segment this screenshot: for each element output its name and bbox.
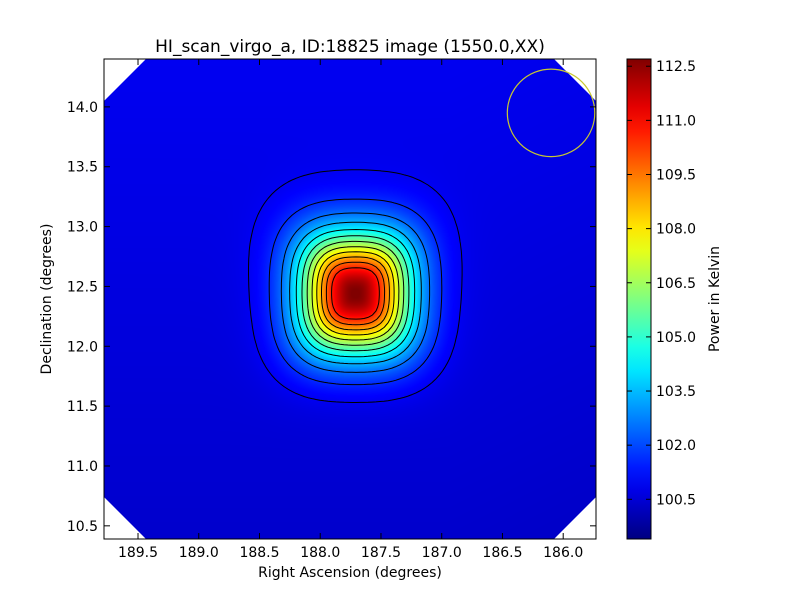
plot-frame [103,58,597,540]
x-tick-label: 187.0 [422,545,462,561]
contour-lines [248,169,463,403]
contour-level-0 [248,169,463,403]
y-tick-label: 10.5 [67,519,98,535]
y-tick-label: 14.0 [67,100,98,116]
x-tick-label: 188.5 [239,545,279,561]
y-tick-label: 12.5 [67,279,98,295]
colorbar-gradient [627,59,651,539]
heatmap-image [104,59,596,539]
contour-level-3 [289,221,422,365]
colorbar-frame [626,58,652,540]
y-tick-label: 12.0 [67,339,98,355]
chart-title: HI_scan_virgo_a, ID:18825 image (1550.0,… [155,37,545,57]
contour-level-11 [331,267,380,320]
colorbar-tick-label: 111.0 [656,113,696,129]
x-axis: 189.5 189.0 188.5 188.0 187.5 187.0 186.5 186.0 [118,59,583,561]
colorbar-tick-label: 105.0 [656,330,696,346]
y-tick-label: 11.0 [67,459,98,475]
contour-level-5 [301,235,410,352]
colorbar-tick-label: 103.5 [656,384,696,400]
contour-level-1 [268,198,443,386]
colorbar-tick-label: 100.5 [656,492,696,508]
contour-level-7 [311,246,400,341]
x-tick-label: 189.5 [118,545,158,561]
x-tick-label: 187.5 [361,545,401,561]
y-tick-label: 11.5 [67,399,98,415]
y-axis-label: Declination (degrees) [39,224,55,375]
colorbar-ticks: 100.5 102.0 103.5 105.0 106.5 108.0 109.5 111.0… [627,59,696,508]
colorbar-label: Power in Kelvin [707,246,723,352]
contour-level-8 [316,251,395,336]
x-axis-label: Right Ascension (degrees) [258,565,442,581]
colorbar-tick-label: 106.5 [656,276,696,292]
contour-level-6 [306,240,405,346]
colorbar: 100.5 102.0 103.5 105.0 106.5 108.0 109.5 111.0… [626,58,696,540]
y-tick-label: 13.5 [67,160,98,176]
y-axis: 10.5 11.0 11.5 12.0 12.5 13.0 13.5 14.0 [67,100,596,535]
colorbar-tick-label: 102.0 [656,438,696,454]
plot-area: 189.5 189.0 188.5 188.0 187.5 187.0 186.5 186.0… [67,58,597,561]
contour-level-9 [321,256,390,331]
beam-circle [506,68,596,158]
contour-level-4 [295,229,416,358]
colorbar-tick-label: 108.0 [656,222,696,238]
x-tick-label: 186.5 [482,545,522,561]
x-tick-label: 189.0 [179,545,219,561]
y-tick-label: 13.0 [67,220,98,236]
colorbar-tick-label: 109.5 [656,167,696,183]
contour-level-10 [325,261,386,326]
x-tick-label: 188.0 [300,545,340,561]
colorbar-tick-label: 112.5 [656,59,696,75]
x-tick-label: 186.0 [543,545,583,561]
contour-level-2 [280,212,431,373]
